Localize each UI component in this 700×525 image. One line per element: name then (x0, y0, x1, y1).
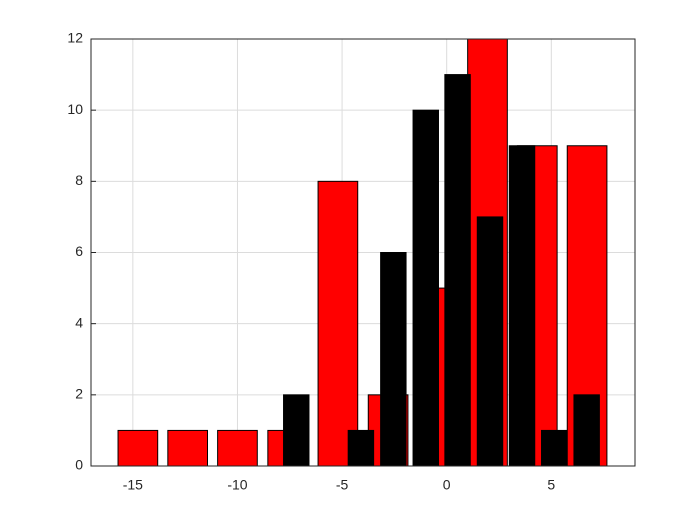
bar (283, 394, 310, 467)
bar (476, 216, 504, 467)
bar (573, 394, 600, 467)
bar (167, 429, 208, 467)
bar (541, 429, 568, 467)
bar (117, 429, 159, 467)
bar (217, 429, 258, 467)
y-tick-label: 6 (75, 243, 83, 259)
bar (412, 109, 439, 467)
bar (380, 252, 407, 467)
y-tick-label: 10 (67, 101, 83, 117)
y-tick-label: 12 (67, 30, 83, 46)
bar (317, 180, 359, 467)
y-tick-label: 0 (75, 457, 83, 473)
y-tick-label: 8 (75, 172, 83, 188)
y-tick-label: 4 (75, 314, 83, 330)
x-tick-label: -15 (123, 477, 143, 493)
bar (508, 145, 536, 467)
plot-frame (90, 38, 636, 467)
bar (347, 429, 375, 467)
x-tick-label: -5 (336, 477, 349, 493)
y-tick-label: 2 (75, 386, 83, 402)
bar (444, 74, 471, 467)
x-tick-label: 5 (547, 477, 555, 493)
x-tick-label: 0 (443, 477, 451, 493)
x-tick-label: -10 (227, 477, 247, 493)
